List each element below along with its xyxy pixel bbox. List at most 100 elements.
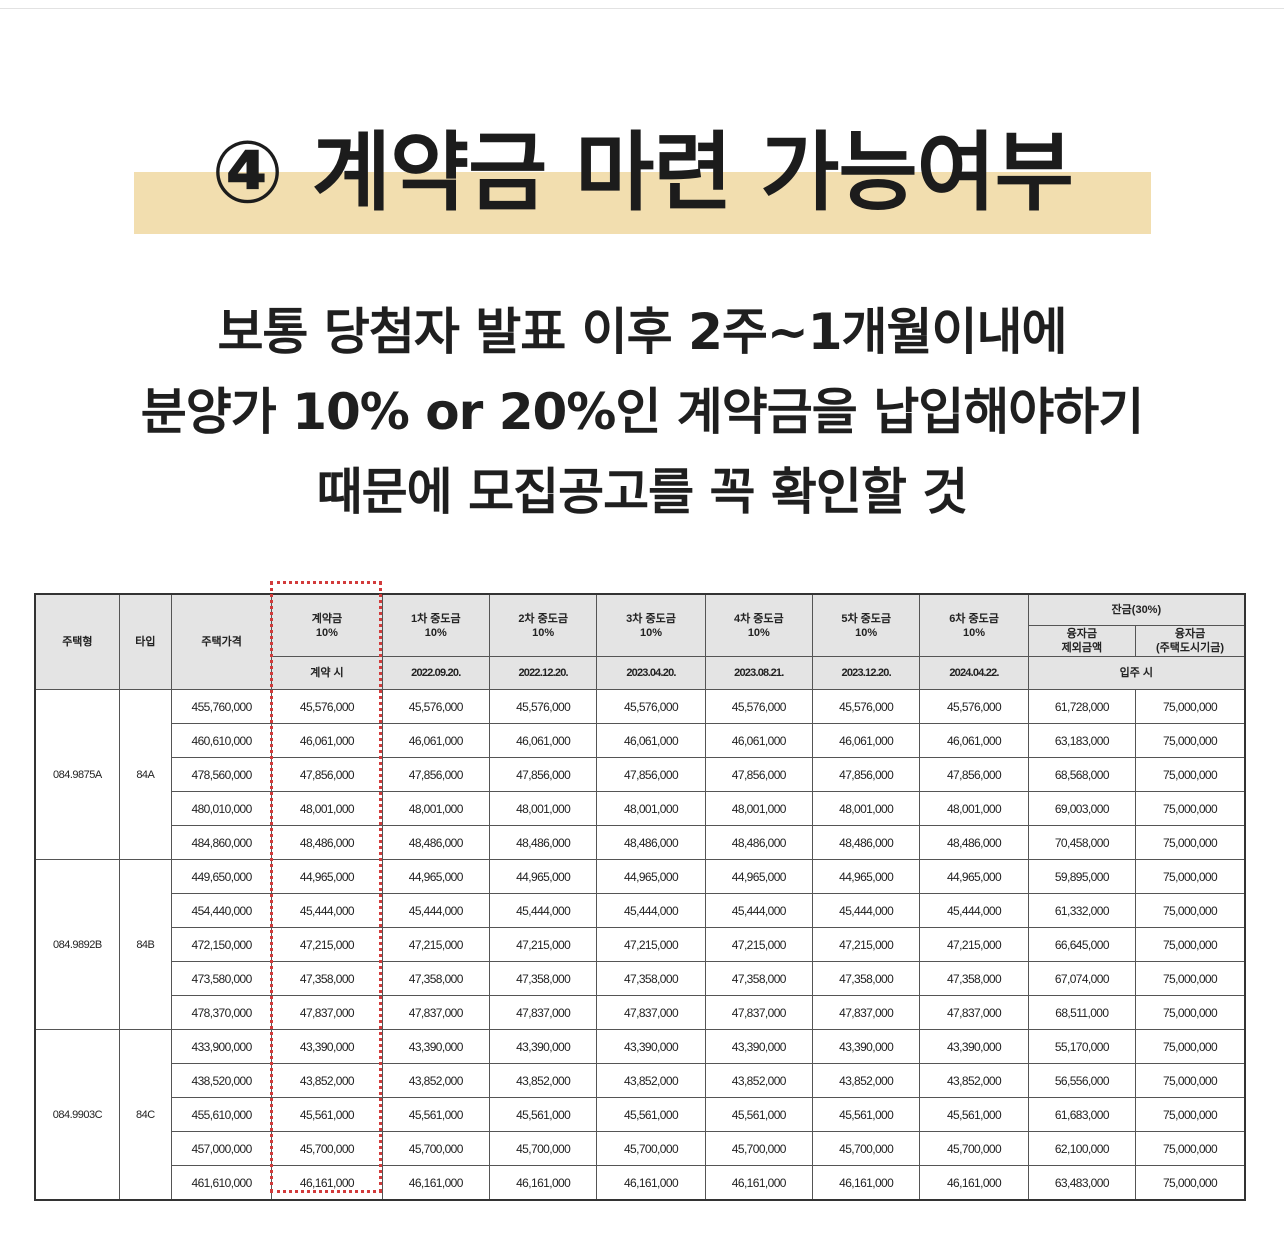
deposit-cell: 46,161,000 [271,1165,383,1201]
table-body: 084.9875A 84A 455,760,000 45,576,000 45,576,… [34,689,1246,1201]
deposit-column-highlight [270,581,382,1193]
price-cell: 484,860,000 [170,825,273,860]
interim-cell: 47,215,000 [381,927,490,962]
loan-cell: 75,000,000 [1135,995,1246,1030]
interim-cell: 47,358,000 [919,961,1029,996]
interim-cell: 46,061,000 [381,723,490,758]
price-cell: 460,610,000 [170,723,273,758]
payment-schedule-table: 주택형 타입 주택가격 계약금 10% 1차 중도금 10% 2차 중도금 10… [34,593,1246,1201]
interim-cell: 48,486,000 [596,825,706,860]
deposit-cell: 45,700,000 [271,1131,383,1166]
interim-cell: 48,001,000 [596,791,706,826]
header-housing-type: 주택형 [34,593,120,690]
type-cell: 84A [118,689,172,860]
interim-cell: 45,444,000 [488,893,598,928]
interim-cell: 45,576,000 [381,689,490,724]
interim-cell: 46,161,000 [596,1165,706,1201]
interim-cell: 45,576,000 [704,689,814,724]
interim-cell: 45,444,000 [811,893,921,928]
header-balance: 잔금(30%) [1027,593,1246,626]
interim-cell: 46,161,000 [381,1165,490,1201]
interim-cell: 48,001,000 [704,791,814,826]
payment-schedule-table-wrap: 주택형 타입 주택가격 계약금 10% 1차 중도금 10% 2차 중도금 10… [34,593,1246,1201]
subtitle-line-1: 보통 당첨자 발표 이후 2주~1개월이내에 [217,303,1067,361]
interim-cell: 44,965,000 [919,859,1029,894]
interim-cell: 46,161,000 [811,1165,921,1201]
interim-cell: 43,390,000 [919,1029,1029,1064]
loan-cell: 75,000,000 [1135,1097,1246,1132]
interim-cell: 45,561,000 [704,1097,814,1132]
header-loan-line2: (주택도시기금) [1155,642,1225,654]
price-cell: 472,150,000 [170,927,273,962]
interim-cell: 47,215,000 [596,927,706,962]
interim-cell: 47,837,000 [704,995,814,1030]
deposit-cell: 48,001,000 [271,791,383,826]
header-loan: 융자금 (주택도시기금) [1135,625,1246,657]
table-row: 084.9892B 84B 449,650,000 44,965,000 44,965,… [34,859,1246,1030]
header-interim-date-2: 2022.12.20. [488,656,598,690]
loan-cell: 75,000,000 [1135,1131,1246,1166]
interim-cell: 45,576,000 [811,689,921,724]
table-row: 461,610,000 46,161,000 46,161,000 46,161,00… [35,1165,1246,1201]
interim-cell: 48,486,000 [811,825,921,860]
page-title: ④ 계약금 마련 가능여부 [211,123,1074,223]
interim-cell: 48,486,000 [704,825,814,860]
header-balance-excl: 융자금 제외금액 [1027,625,1137,657]
housing-type-cell: 084.9892B [34,859,120,1030]
subtitle-line-3: 때문에 모집공고를 꼭 확인할 것 [316,463,969,521]
header-interim-pct: 10% [639,626,662,639]
header-interim-6: 6차 중도금 10% [919,593,1029,657]
title-highlight [134,172,1151,234]
balance-cell: 67,074,000 [1027,961,1137,996]
interim-cell: 48,486,000 [488,825,598,860]
header-deposit: 계약금 10% [271,593,383,657]
interim-cell: 45,700,000 [919,1131,1029,1166]
loan-cell: 75,000,000 [1135,961,1246,996]
deposit-cell: 43,852,000 [271,1063,383,1098]
interim-cell: 46,061,000 [919,723,1029,758]
table-row: 084.9903C 84C 433,900,000 43,390,000 43,390,… [34,1029,1246,1201]
header-interim-date-6: 2024.04.22. [919,656,1029,690]
interim-cell: 46,061,000 [488,723,598,758]
interim-cell: 48,001,000 [811,791,921,826]
header-interim-date-4: 2023.08.21. [704,656,814,690]
balance-cell: 63,183,000 [1027,723,1137,758]
interim-cell: 43,390,000 [488,1029,598,1064]
interim-cell: 45,700,000 [488,1131,598,1166]
balance-cell: 56,556,000 [1027,1063,1137,1098]
header-interim-pct: 10% [747,626,770,639]
header-interim-3: 3차 중도금 10% [596,593,706,657]
interim-cell: 46,061,000 [596,723,706,758]
table-row: 472,150,000 47,215,000 47,215,000 47,215,00… [35,927,1246,962]
interim-cell: 45,561,000 [811,1097,921,1132]
interim-cell: 46,161,000 [919,1165,1029,1201]
interim-cell: 47,215,000 [919,927,1029,962]
interim-cell: 47,215,000 [488,927,598,962]
header-loan-line1: 융자금 [1174,628,1206,640]
price-cell: 478,370,000 [170,995,273,1030]
table-row: 460,610,000 46,061,000 46,061,000 46,061,00… [35,723,1246,758]
header-interim-name: 3차 중도금 [626,612,676,625]
loan-cell: 75,000,000 [1135,757,1246,792]
deposit-cell: 47,358,000 [271,961,383,996]
loan-cell: 75,000,000 [1135,1165,1246,1201]
interim-cell: 44,965,000 [704,859,814,894]
header-balance-excl-line2: 제외금액 [1061,642,1103,654]
balance-cell: 61,683,000 [1027,1097,1137,1132]
header-interim-name: 6차 중도금 [949,612,999,625]
interim-cell: 48,001,000 [919,791,1029,826]
interim-cell: 46,161,000 [704,1165,814,1201]
deposit-cell: 47,856,000 [271,757,383,792]
header-interim-date-1: 2022.09.20. [381,656,490,690]
interim-cell: 45,444,000 [596,893,706,928]
interim-cell: 45,700,000 [704,1131,814,1166]
price-cell: 433,900,000 [170,1029,273,1064]
header-interim-name: 2차 중도금 [518,612,568,625]
interim-cell: 47,837,000 [919,995,1029,1030]
interim-cell: 47,856,000 [811,757,921,792]
interim-cell: 44,965,000 [811,859,921,894]
interim-cell: 47,856,000 [596,757,706,792]
interim-cell: 44,965,000 [596,859,706,894]
interim-cell: 43,852,000 [488,1063,598,1098]
price-cell: 438,520,000 [170,1063,273,1098]
